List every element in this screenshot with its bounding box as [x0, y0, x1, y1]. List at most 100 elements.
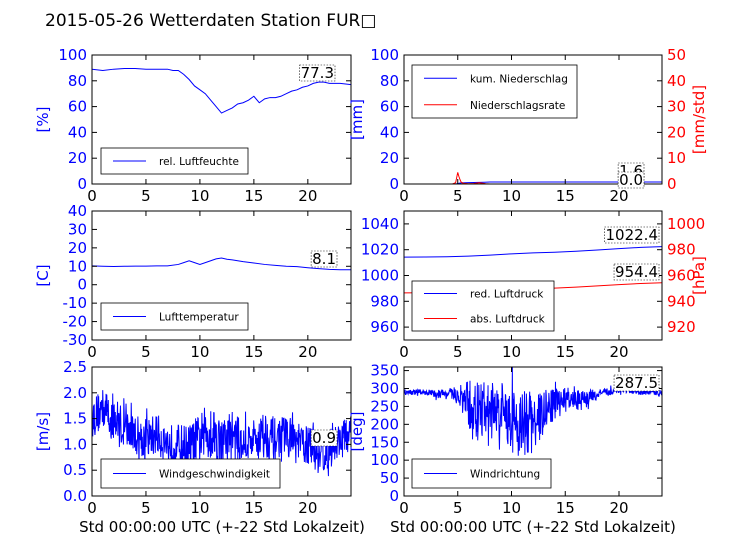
y-tick-label: 200: [370, 415, 399, 433]
x-tick-label: 20: [609, 343, 628, 361]
y2-tick-label: 920: [667, 318, 696, 336]
y-tick-label: 250: [370, 397, 399, 415]
x-tick-label: 10: [502, 499, 521, 517]
y-tick-label: 20: [68, 239, 87, 257]
x-tick-label: 10: [190, 343, 209, 361]
x-tick-label: 10: [190, 499, 209, 517]
legend-entry: rel. Luftfeuchte: [159, 156, 239, 168]
y2-tick-label: 50: [667, 46, 686, 64]
x-tick-label: 15: [244, 187, 263, 205]
current-value-label: 0.9: [312, 429, 336, 447]
y2-tick-label: 0: [667, 175, 677, 193]
x-tick-label: 15: [556, 187, 575, 205]
y-axis-label-windspeed: [m/s]: [34, 412, 52, 451]
y-tick-label: 40: [380, 123, 399, 141]
y-axis-label-humidity: [%]: [34, 107, 52, 133]
plot-frame-windspeed: [91, 366, 352, 497]
y-tick-label: 1000: [361, 267, 399, 285]
current-value-label: 954.4: [615, 263, 658, 281]
y-tick-label: 20: [380, 149, 399, 167]
series-line-humidity-0: [92, 68, 351, 114]
y-tick-label: 30: [68, 220, 87, 238]
series-line-winddir-0: [404, 367, 662, 456]
series-line-pressure-0: [404, 246, 662, 258]
y-tick-label: 80: [380, 72, 399, 90]
y2-tick-label: 1000: [667, 215, 705, 233]
y-tick-label: 0: [389, 487, 399, 505]
x-tick-label: 5: [141, 499, 151, 517]
series-line-temperature-0: [92, 257, 351, 271]
y-tick-label: 0.5: [63, 461, 87, 479]
x-tick-label: 10: [190, 187, 209, 205]
x-tick-label: 20: [298, 187, 317, 205]
series-line-precip-1: [404, 172, 662, 184]
plot-frame-temperature: [91, 210, 352, 341]
x-tick-label: 10: [502, 187, 521, 205]
x-tick-label: 5: [453, 343, 463, 361]
y-tick-label: 100: [370, 451, 399, 469]
x-tick-label: 5: [141, 343, 151, 361]
y-tick-label: -10: [63, 294, 88, 312]
x-tick-label: 0: [87, 343, 97, 361]
x-tick-label: 5: [141, 187, 151, 205]
y-tick-label: 300: [370, 380, 399, 398]
y-tick-label: 20: [68, 149, 87, 167]
x-tick-label: 0: [399, 187, 409, 205]
current-value-label: 77.3: [301, 64, 334, 82]
panel-windspeed: 0 5 10 15 20 0.0 0.5 1.0 1.5 2.0 2.5 [m/s] Windgesch…: [34, 358, 352, 517]
y-tick-label: 100: [58, 46, 87, 64]
y-tick-label: 0.0: [63, 487, 87, 505]
x-tick-label: 20: [298, 499, 317, 517]
y2-tick-label: 940: [667, 292, 696, 310]
y2-axis-label-precip: [mm/std]: [690, 85, 708, 154]
current-value-box: [613, 263, 660, 281]
y-axis-label-winddir: [deg]: [348, 412, 366, 452]
y-tick-label: -20: [63, 313, 88, 331]
legend-box-precip: [411, 64, 578, 119]
y-axis-label-temperature: [C]: [34, 264, 52, 286]
x-tick-label: 20: [609, 499, 628, 517]
panel-temperature: 0 5 10 15 20-30-20-10010203040[C]Lufttempera…: [34, 202, 352, 361]
y-tick-label: 80: [68, 72, 87, 90]
y-tick-label: 10: [68, 257, 87, 275]
x-tick-label: 5: [453, 499, 463, 517]
y-tick-label: 40: [68, 123, 87, 141]
x-tick-label: 0: [87, 499, 97, 517]
x-tick-label: 20: [298, 343, 317, 361]
legend-entry: red. Luftdruck: [470, 289, 544, 301]
y-tick-label: -30: [63, 331, 88, 349]
panel-precip: 0 5 10 15 20 0 20 40 60 80 100 0 10 20 30 40 50 [mm] [mm/s…: [348, 46, 708, 205]
current-value-box: [310, 250, 338, 268]
legend-entry: Windgeschwindigkeit: [159, 469, 270, 481]
current-value-box: [299, 64, 336, 82]
y-tick-label: 0: [389, 175, 399, 193]
x-tick-label: 10: [502, 343, 521, 361]
current-value-box: [617, 171, 645, 189]
x-axis-label-left: Std 00:00:00 UTC (+-22 Std Lokalzeit): [79, 518, 365, 536]
y-tick-label: 0: [77, 175, 87, 193]
current-value-label: 0.0: [619, 171, 643, 189]
panel-winddir: 0 5 10 15 20050100150200250300350[deg]Windri…: [348, 362, 663, 517]
plot-frame-precip: [403, 54, 663, 185]
legend-entry: Niederschlagsrate: [470, 100, 565, 112]
current-value-label: 1022.4: [606, 226, 659, 244]
x-tick-label: 0: [87, 187, 97, 205]
y-tick-label: 2.5: [63, 358, 87, 376]
x-tick-label: 0: [399, 499, 409, 517]
legend-entry: Lufttemperatur: [159, 312, 239, 324]
y-tick-label: 980: [370, 292, 399, 310]
plot-frame-humidity: [91, 54, 352, 185]
legend-box-pressure: [411, 280, 555, 332]
plot-frame-winddir: [403, 366, 663, 497]
y2-tick-label: 20: [667, 123, 686, 141]
x-tick-label: 15: [244, 499, 263, 517]
current-value-box: [613, 374, 660, 392]
y-tick-label: 60: [380, 98, 399, 116]
x-tick-label: 20: [609, 187, 628, 205]
y-tick-label: 1020: [361, 241, 399, 259]
y2-tick-label: 40: [667, 72, 686, 90]
x-tick-label: 15: [556, 499, 575, 517]
y-tick-label: 1040: [361, 215, 399, 233]
panel-pressure: 0 5 10 15 20 960 980 1000 1020 1040 920 940 960 980 10…: [361, 210, 708, 361]
